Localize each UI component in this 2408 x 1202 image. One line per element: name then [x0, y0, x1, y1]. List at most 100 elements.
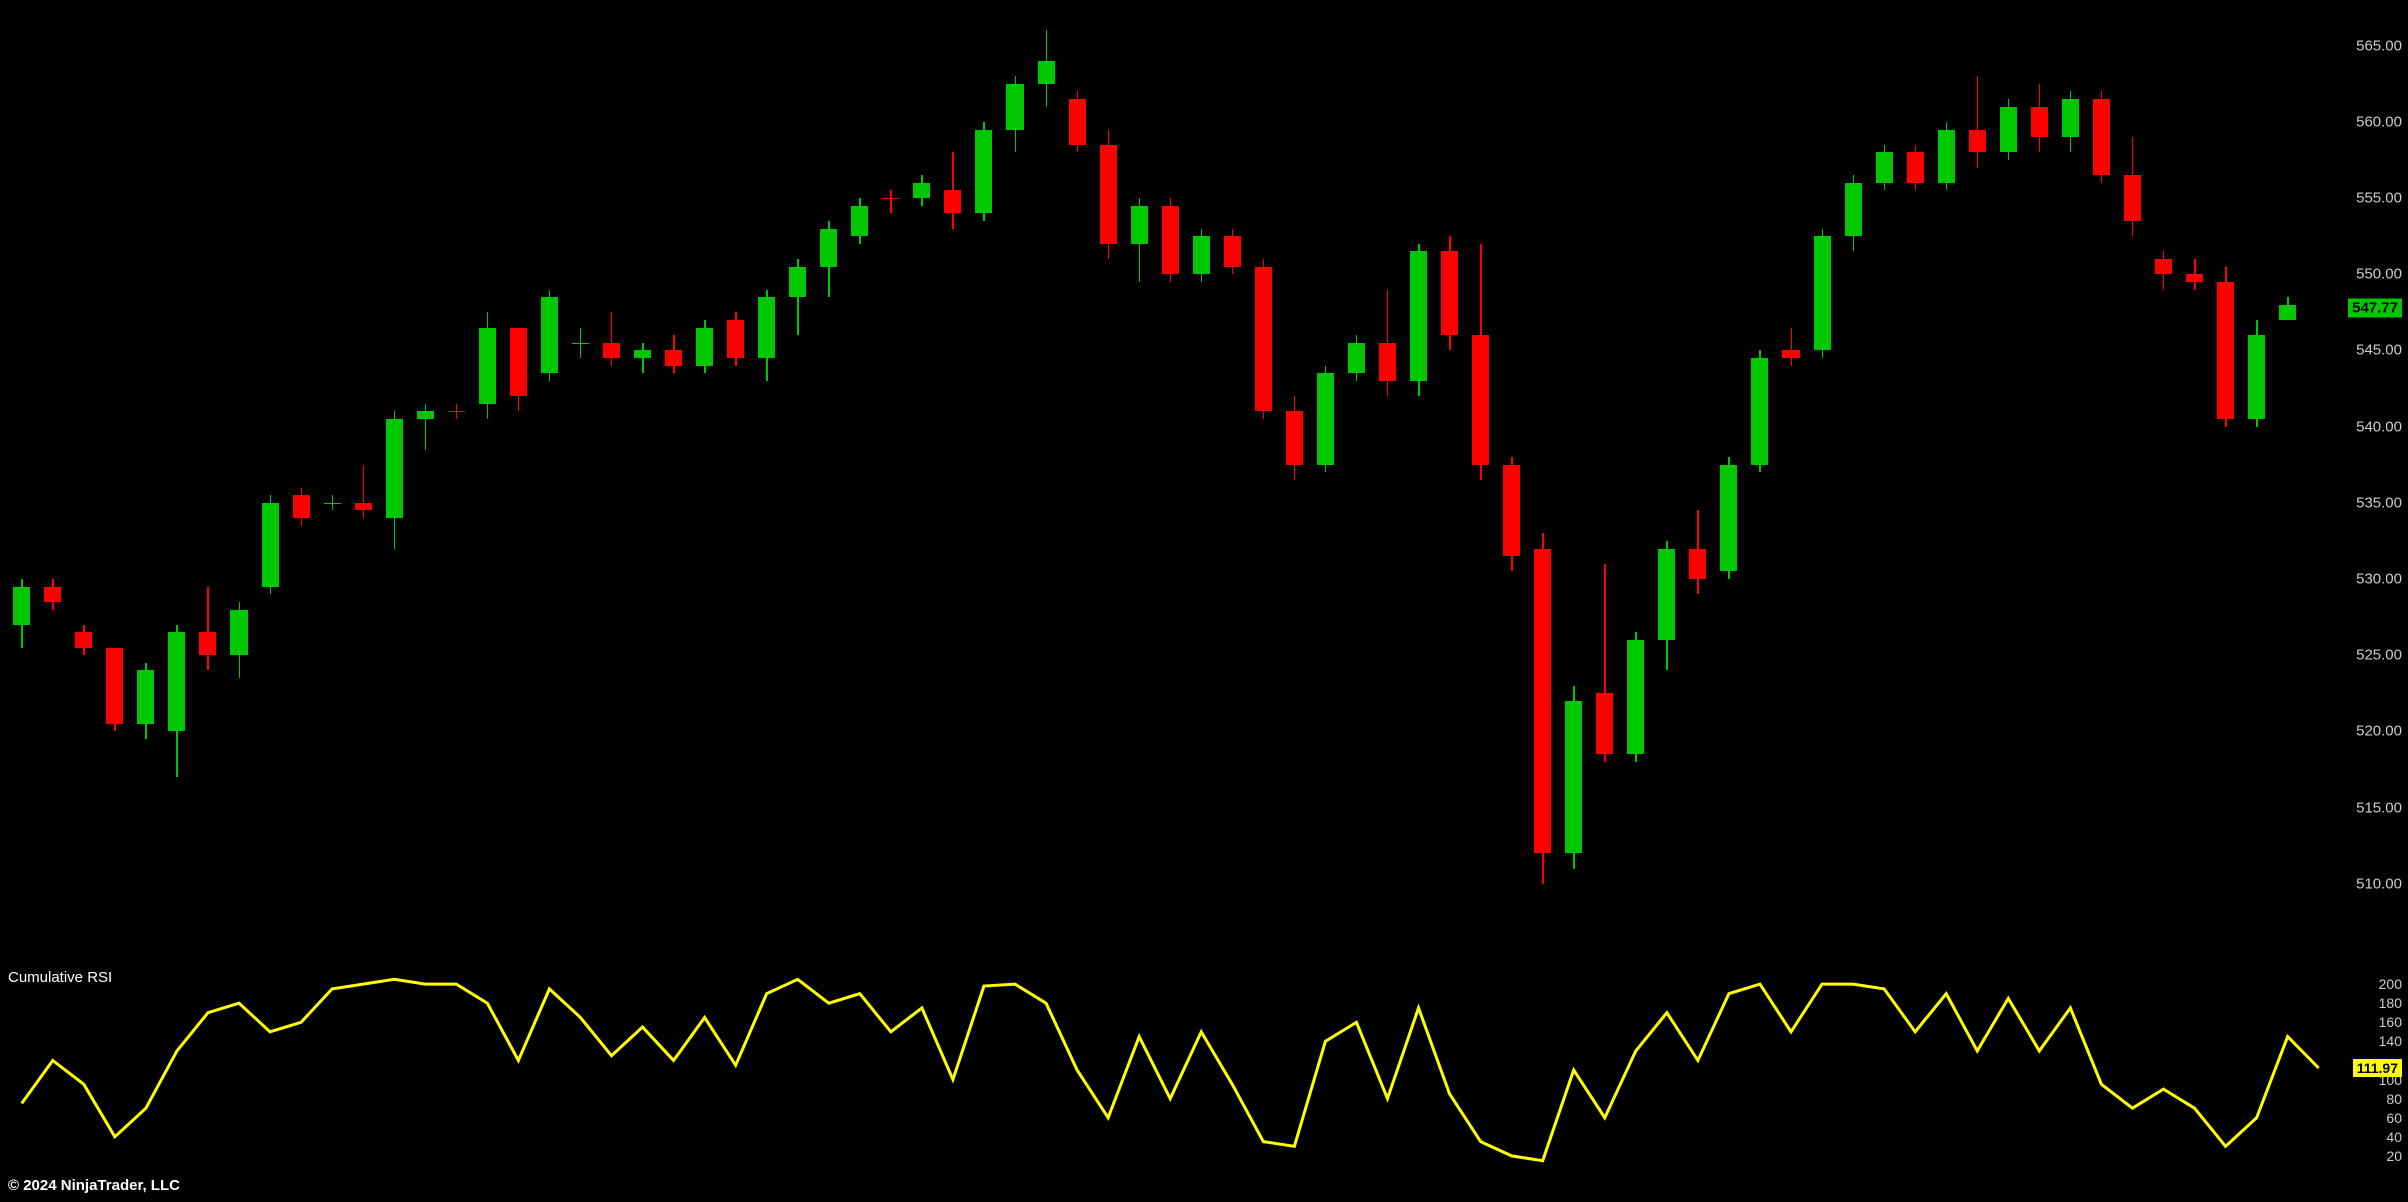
candle-body — [417, 411, 434, 419]
candle-wick — [890, 190, 892, 213]
candle-body — [1596, 693, 1613, 754]
candle-body — [168, 632, 185, 731]
candle-body — [1565, 701, 1582, 853]
candle-body — [1907, 152, 1924, 182]
price-axis-tick: 520.00 — [2356, 723, 2402, 740]
candle-body — [199, 632, 216, 655]
candle-body — [975, 130, 992, 214]
candle-body — [230, 610, 247, 656]
candle-body — [727, 320, 744, 358]
candle-body — [1782, 350, 1799, 358]
candle-body — [1255, 267, 1272, 412]
rsi-axis-tick: 60 — [2386, 1110, 2402, 1126]
candle-body — [1131, 206, 1148, 244]
rsi-line — [0, 965, 2328, 1175]
rsi-y-axis: 20406080100140160180200111.97 — [2328, 965, 2408, 1175]
candle-body — [1814, 236, 1831, 350]
candle-body — [44, 587, 61, 602]
candle-wick — [1977, 76, 1979, 167]
price-axis-tick: 555.00 — [2356, 190, 2402, 207]
candle-body — [1286, 411, 1303, 464]
rsi-title-label: Cumulative RSI — [8, 969, 112, 986]
candle-body — [1876, 152, 1893, 182]
candle-body — [1845, 183, 1862, 236]
candle-body — [510, 328, 527, 397]
candle-body — [944, 190, 961, 213]
candle-body — [1938, 130, 1955, 183]
candle-body — [1162, 206, 1179, 275]
candle-body — [355, 503, 372, 511]
rsi-indicator-pane[interactable] — [0, 965, 2328, 1175]
price-axis-tick: 545.00 — [2356, 342, 2402, 359]
candle-body — [2093, 99, 2110, 175]
candle-body — [1503, 465, 1520, 556]
candle-body — [479, 328, 496, 404]
candle-wick — [642, 343, 644, 373]
candle-body — [2248, 335, 2265, 419]
candle-body — [386, 419, 403, 518]
candle-body — [1969, 130, 1986, 153]
price-axis-tick: 530.00 — [2356, 571, 2402, 588]
candle-body — [2217, 282, 2234, 419]
candle-body — [1317, 373, 1334, 464]
price-axis-tick: 525.00 — [2356, 647, 2402, 664]
candle-body — [2000, 107, 2017, 153]
candle-body — [324, 503, 341, 504]
price-y-axis: 510.00 515.00 520.00 525.00 530.00 535.00 540.… — [2328, 0, 2408, 960]
candle-body — [13, 587, 30, 625]
rsi-axis-tick: 140 — [2379, 1033, 2402, 1049]
candle-body — [1410, 251, 1427, 381]
candle-body — [1534, 549, 1551, 854]
candle-body — [1658, 549, 1675, 640]
candle-body — [2186, 274, 2203, 282]
candle-body — [1689, 549, 1706, 579]
candle-body — [572, 343, 589, 344]
rsi-axis-tick: 200 — [2379, 976, 2402, 992]
rsi-axis-tick: 180 — [2379, 995, 2402, 1011]
candle-body — [1193, 236, 1210, 274]
candle-body — [1224, 236, 1241, 266]
candle-body — [2062, 99, 2079, 137]
candle-body — [1379, 343, 1396, 381]
rsi-axis-tick: 40 — [2386, 1129, 2402, 1145]
price-axis-tick: 540.00 — [2356, 418, 2402, 435]
price-axis-tick: 515.00 — [2356, 799, 2402, 816]
candle-body — [75, 632, 92, 647]
candle-body — [262, 503, 279, 587]
rsi-axis-tick: 160 — [2379, 1014, 2402, 1030]
candle-body — [634, 350, 651, 358]
candle-body — [448, 411, 465, 412]
candle-body — [851, 206, 868, 236]
candle-body — [789, 267, 806, 297]
rsi-axis-current: 111.97 — [2353, 1059, 2402, 1077]
price-chart-pane[interactable] — [0, 0, 2328, 960]
candle-body — [1100, 145, 1117, 244]
candle-body — [2031, 107, 2048, 137]
candle-body — [106, 648, 123, 724]
chart-container: 510.00 515.00 520.00 525.00 530.00 535.00 540.… — [0, 0, 2408, 1202]
candle-body — [758, 297, 775, 358]
candle-body — [1069, 99, 1086, 145]
rsi-axis-tick: 20 — [2386, 1148, 2402, 1164]
candle-body — [1348, 343, 1365, 373]
candle-body — [1038, 61, 1055, 84]
price-axis-current: 547.77 — [2348, 299, 2402, 318]
price-axis-tick: 535.00 — [2356, 494, 2402, 511]
candle-body — [882, 198, 899, 199]
price-axis-tick: 510.00 — [2356, 875, 2402, 892]
copyright-label: © 2024 NinjaTrader, LLC — [8, 1177, 180, 1194]
candle-body — [665, 350, 682, 365]
candle-body — [137, 670, 154, 723]
candle-body — [820, 229, 837, 267]
candle-wick — [1791, 328, 1793, 366]
candle-body — [2155, 259, 2172, 274]
candle-body — [603, 343, 620, 358]
rsi-axis-tick: 80 — [2386, 1091, 2402, 1107]
candle-body — [541, 297, 558, 373]
candle-body — [1720, 465, 1737, 572]
candle-body — [2124, 175, 2141, 221]
candle-body — [1472, 335, 1489, 465]
candle-body — [2279, 305, 2296, 320]
candle-body — [913, 183, 930, 198]
price-axis-tick: 550.00 — [2356, 266, 2402, 283]
